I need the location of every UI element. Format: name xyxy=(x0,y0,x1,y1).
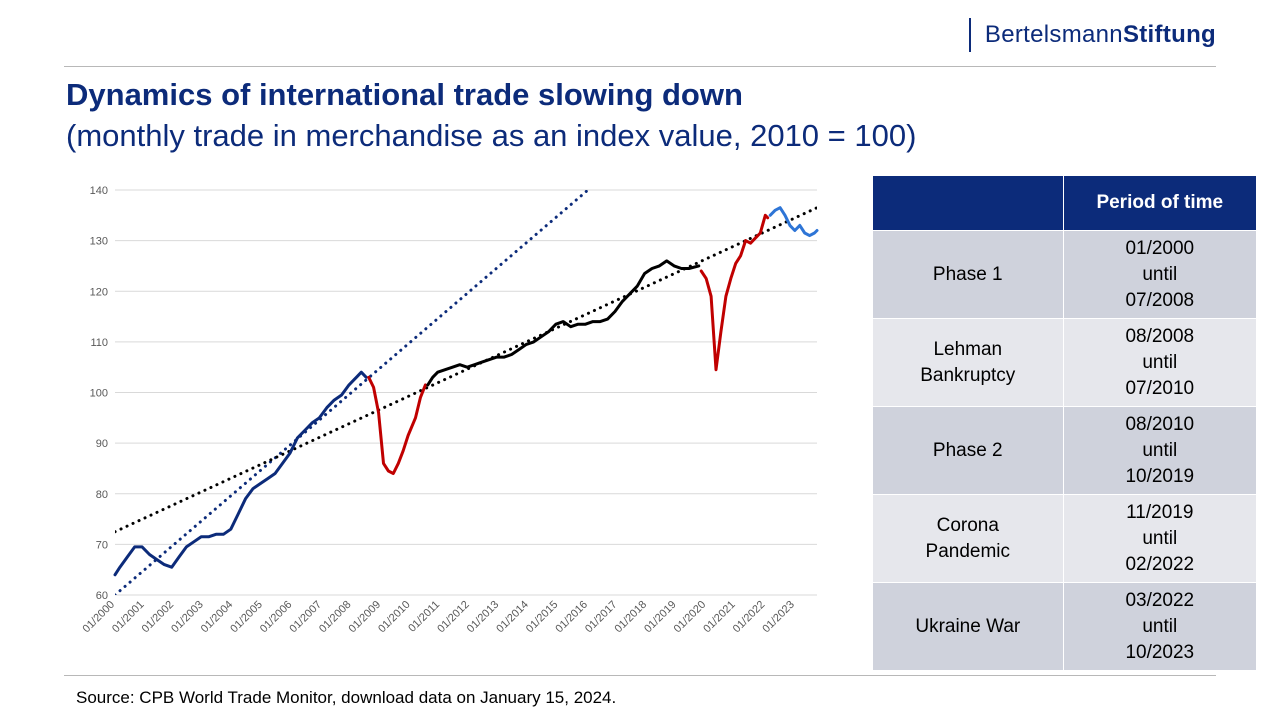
x-tick-label: 01/2006 xyxy=(258,599,295,636)
phase-label: Phase 2 xyxy=(932,439,1003,461)
y-tick-label: 140 xyxy=(90,185,108,197)
y-tick-label: 80 xyxy=(96,489,108,501)
x-tick-label: 01/2020 xyxy=(672,599,709,636)
header-blank-cell xyxy=(872,175,1064,231)
table-row: Lehman Bankruptcy 08/2008 until 07/2010 xyxy=(872,318,1258,407)
slide-title: Dynamics of international trade slowing … xyxy=(66,77,743,112)
phase-label: Phase 1 xyxy=(932,263,1003,285)
period-until: until xyxy=(1142,351,1178,373)
phase-label-cell: Lehman Bankruptcy xyxy=(872,318,1064,407)
table-row: Ukraine War 03/2022 until 10/2023 xyxy=(872,582,1258,671)
x-tick-label: 01/2007 xyxy=(287,599,324,636)
x-tick-label: 01/2000 xyxy=(81,599,118,636)
period-until: until xyxy=(1142,263,1178,285)
period-start: 01/2000 xyxy=(1125,237,1195,259)
x-tick-label: 01/2018 xyxy=(613,599,650,636)
series-line xyxy=(699,213,770,372)
period-cell: 08/2010 until 10/2019 xyxy=(1062,406,1258,495)
period-table-header: Period of time xyxy=(872,175,1258,231)
period-start: 11/2019 xyxy=(1126,501,1194,523)
x-tick-label: 01/2022 xyxy=(731,599,768,636)
y-tick-label: 70 xyxy=(96,539,108,551)
y-tick-label: 120 xyxy=(90,286,108,298)
period-end: 07/2010 xyxy=(1125,377,1195,399)
x-tick-label: 01/2009 xyxy=(347,599,384,636)
period-start: 08/2010 xyxy=(1125,413,1195,435)
y-tick-label: 110 xyxy=(90,337,108,349)
y-tick-label: 90 xyxy=(96,438,108,450)
x-tick-label: 01/2021 xyxy=(701,599,738,636)
footer-divider xyxy=(64,675,1216,676)
table-row: Phase 1 01/2000 until 07/2008 xyxy=(872,230,1258,319)
slide-subtitle: (monthly trade in merchandise as an inde… xyxy=(66,118,917,153)
phase-label: Ukraine War xyxy=(915,615,1021,637)
y-tick-label: 60 xyxy=(96,590,108,602)
brand-logo: Bertelsmann Stiftung xyxy=(968,18,1216,52)
period-start: 03/2022 xyxy=(1125,589,1195,611)
period-end: 02/2022 xyxy=(1125,553,1195,575)
x-tick-label: 01/2008 xyxy=(317,599,354,636)
x-tick-label: 01/2010 xyxy=(376,599,413,636)
period-cell: 11/2019 until 02/2022 xyxy=(1062,494,1258,583)
x-tick-label: 01/2002 xyxy=(140,599,177,636)
phase-label: Corona Pandemic xyxy=(925,514,1011,562)
series-line xyxy=(113,370,368,577)
brand-name-part2: Stiftung xyxy=(1122,21,1216,48)
period-end: 07/2008 xyxy=(1125,289,1195,311)
x-tick-label: 01/2014 xyxy=(494,599,531,636)
trade-index-chart: 6070809010011012013014001/200001/200101/… xyxy=(81,185,819,636)
series-line xyxy=(768,206,819,238)
period-cell: 03/2022 until 10/2023 xyxy=(1062,582,1258,671)
y-tick-label: 130 xyxy=(90,236,108,248)
period-cell: 08/2008 until 07/2010 xyxy=(1062,318,1258,407)
period-end: 10/2019 xyxy=(1125,465,1195,487)
header-divider xyxy=(64,66,1216,67)
period-cell: 01/2000 until 07/2008 xyxy=(1062,230,1258,319)
x-tick-label: 01/2023 xyxy=(760,599,797,636)
phase-label-cell: Corona Pandemic xyxy=(872,494,1064,583)
x-tick-label: 01/2019 xyxy=(642,599,679,636)
x-tick-label: 01/2012 xyxy=(435,599,472,636)
x-tick-label: 01/2015 xyxy=(524,599,561,636)
trendline xyxy=(115,190,590,595)
x-tick-label: 01/2003 xyxy=(169,599,206,636)
period-table: Period of time Phase 1 01/2000 until 07/20… xyxy=(872,175,1258,671)
x-tick-label: 01/2001 xyxy=(110,599,147,636)
phase-label-cell: Phase 1 xyxy=(872,230,1064,319)
brand-name-part1: Bertelsmann xyxy=(984,21,1123,48)
series-line xyxy=(426,259,701,387)
x-tick-label: 01/2005 xyxy=(228,599,265,636)
phase-label-cell: Phase 2 xyxy=(872,406,1064,495)
period-end: 10/2023 xyxy=(1125,641,1195,663)
y-tick-label: 100 xyxy=(90,388,108,400)
source-note: Source: CPB World Trade Monitor, downloa… xyxy=(76,688,617,707)
phase-label-cell: Ukraine War xyxy=(872,582,1064,671)
series-line xyxy=(367,375,427,475)
table-row: Corona Pandemic 11/2019 until 02/2022 xyxy=(872,494,1258,583)
period-until: until xyxy=(1142,615,1178,637)
period-until: until xyxy=(1142,527,1178,549)
x-tick-label: 01/2017 xyxy=(583,599,620,636)
period-until: until xyxy=(1142,439,1178,461)
header-period-cell: Period of time xyxy=(1062,175,1258,231)
period-start: 08/2008 xyxy=(1125,325,1195,347)
phase-label: Lehman Bankruptcy xyxy=(920,338,1016,386)
x-tick-label: 01/2016 xyxy=(553,599,590,636)
table-row: Phase 2 08/2010 until 10/2019 xyxy=(872,406,1258,495)
x-tick-label: 01/2013 xyxy=(465,599,502,636)
x-tick-label: 01/2004 xyxy=(199,599,236,636)
trendline xyxy=(115,206,817,534)
